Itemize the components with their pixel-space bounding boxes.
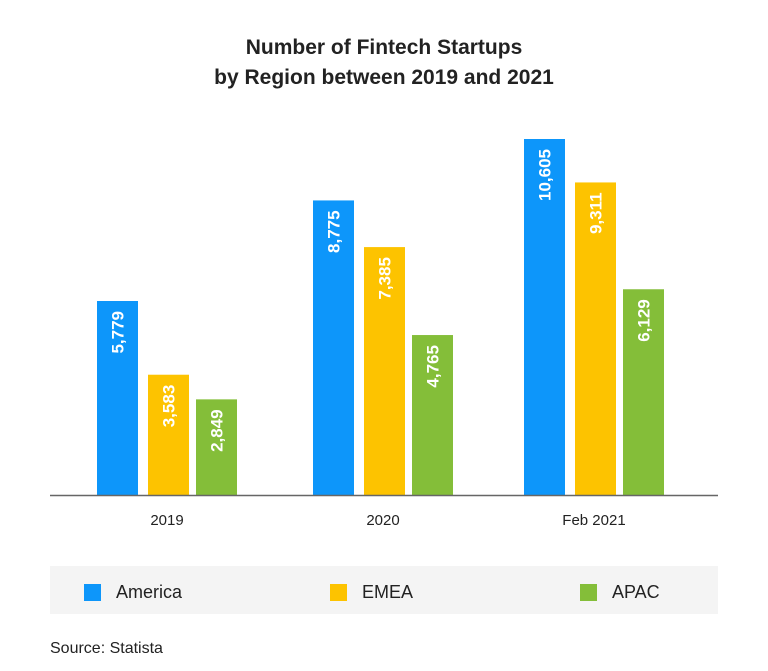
data-label: 8,775	[325, 210, 344, 253]
source-note: Source: Statista	[50, 640, 163, 657]
x-tick-label: 2020	[366, 512, 399, 529]
bar-emea-feb-2021	[575, 182, 616, 495]
chart-title-line1: Number of Fintech Startups	[245, 36, 523, 59]
legend-swatch	[330, 584, 347, 601]
legend-swatch	[84, 584, 101, 601]
bar-emea-2019	[148, 374, 189, 495]
bar-apac-2019	[196, 399, 237, 495]
legend: America EMEA APAC	[50, 566, 718, 614]
data-label: 2,849	[208, 409, 227, 452]
legend-label: America	[116, 582, 183, 602]
bar-apac-2020	[412, 335, 453, 495]
legend-label: EMEA	[362, 582, 414, 602]
bar-america-feb-2021	[524, 139, 565, 495]
data-label: 7,385	[376, 257, 395, 300]
legend-item-apac: APAC	[580, 582, 660, 603]
x-tick-label: Feb 2021	[562, 512, 625, 529]
plot-area: 5,779 3,583 2,849 2019 8,775 7,385 4,765 2020 10…	[50, 139, 718, 529]
bar-emea-2020	[364, 247, 405, 495]
data-label: 4,765	[424, 345, 443, 388]
legend-item-america: America	[84, 582, 182, 603]
bar-america-2020	[313, 200, 354, 495]
data-label: 5,779	[109, 311, 128, 354]
x-tick-label: 2019	[150, 512, 183, 529]
legend-swatch	[580, 584, 597, 601]
legend-label: APAC	[612, 582, 660, 602]
data-label: 3,583	[160, 385, 179, 428]
data-label: 10,605	[536, 149, 555, 201]
bar-apac-feb-2021	[623, 289, 664, 495]
legend-item-emea: EMEA	[330, 582, 413, 603]
chart-title-line2: by Region between 2019 and 2021	[214, 66, 554, 89]
data-label: 9,311	[587, 192, 606, 234]
bar-america-2019	[97, 301, 138, 495]
data-label: 6,129	[635, 299, 654, 342]
